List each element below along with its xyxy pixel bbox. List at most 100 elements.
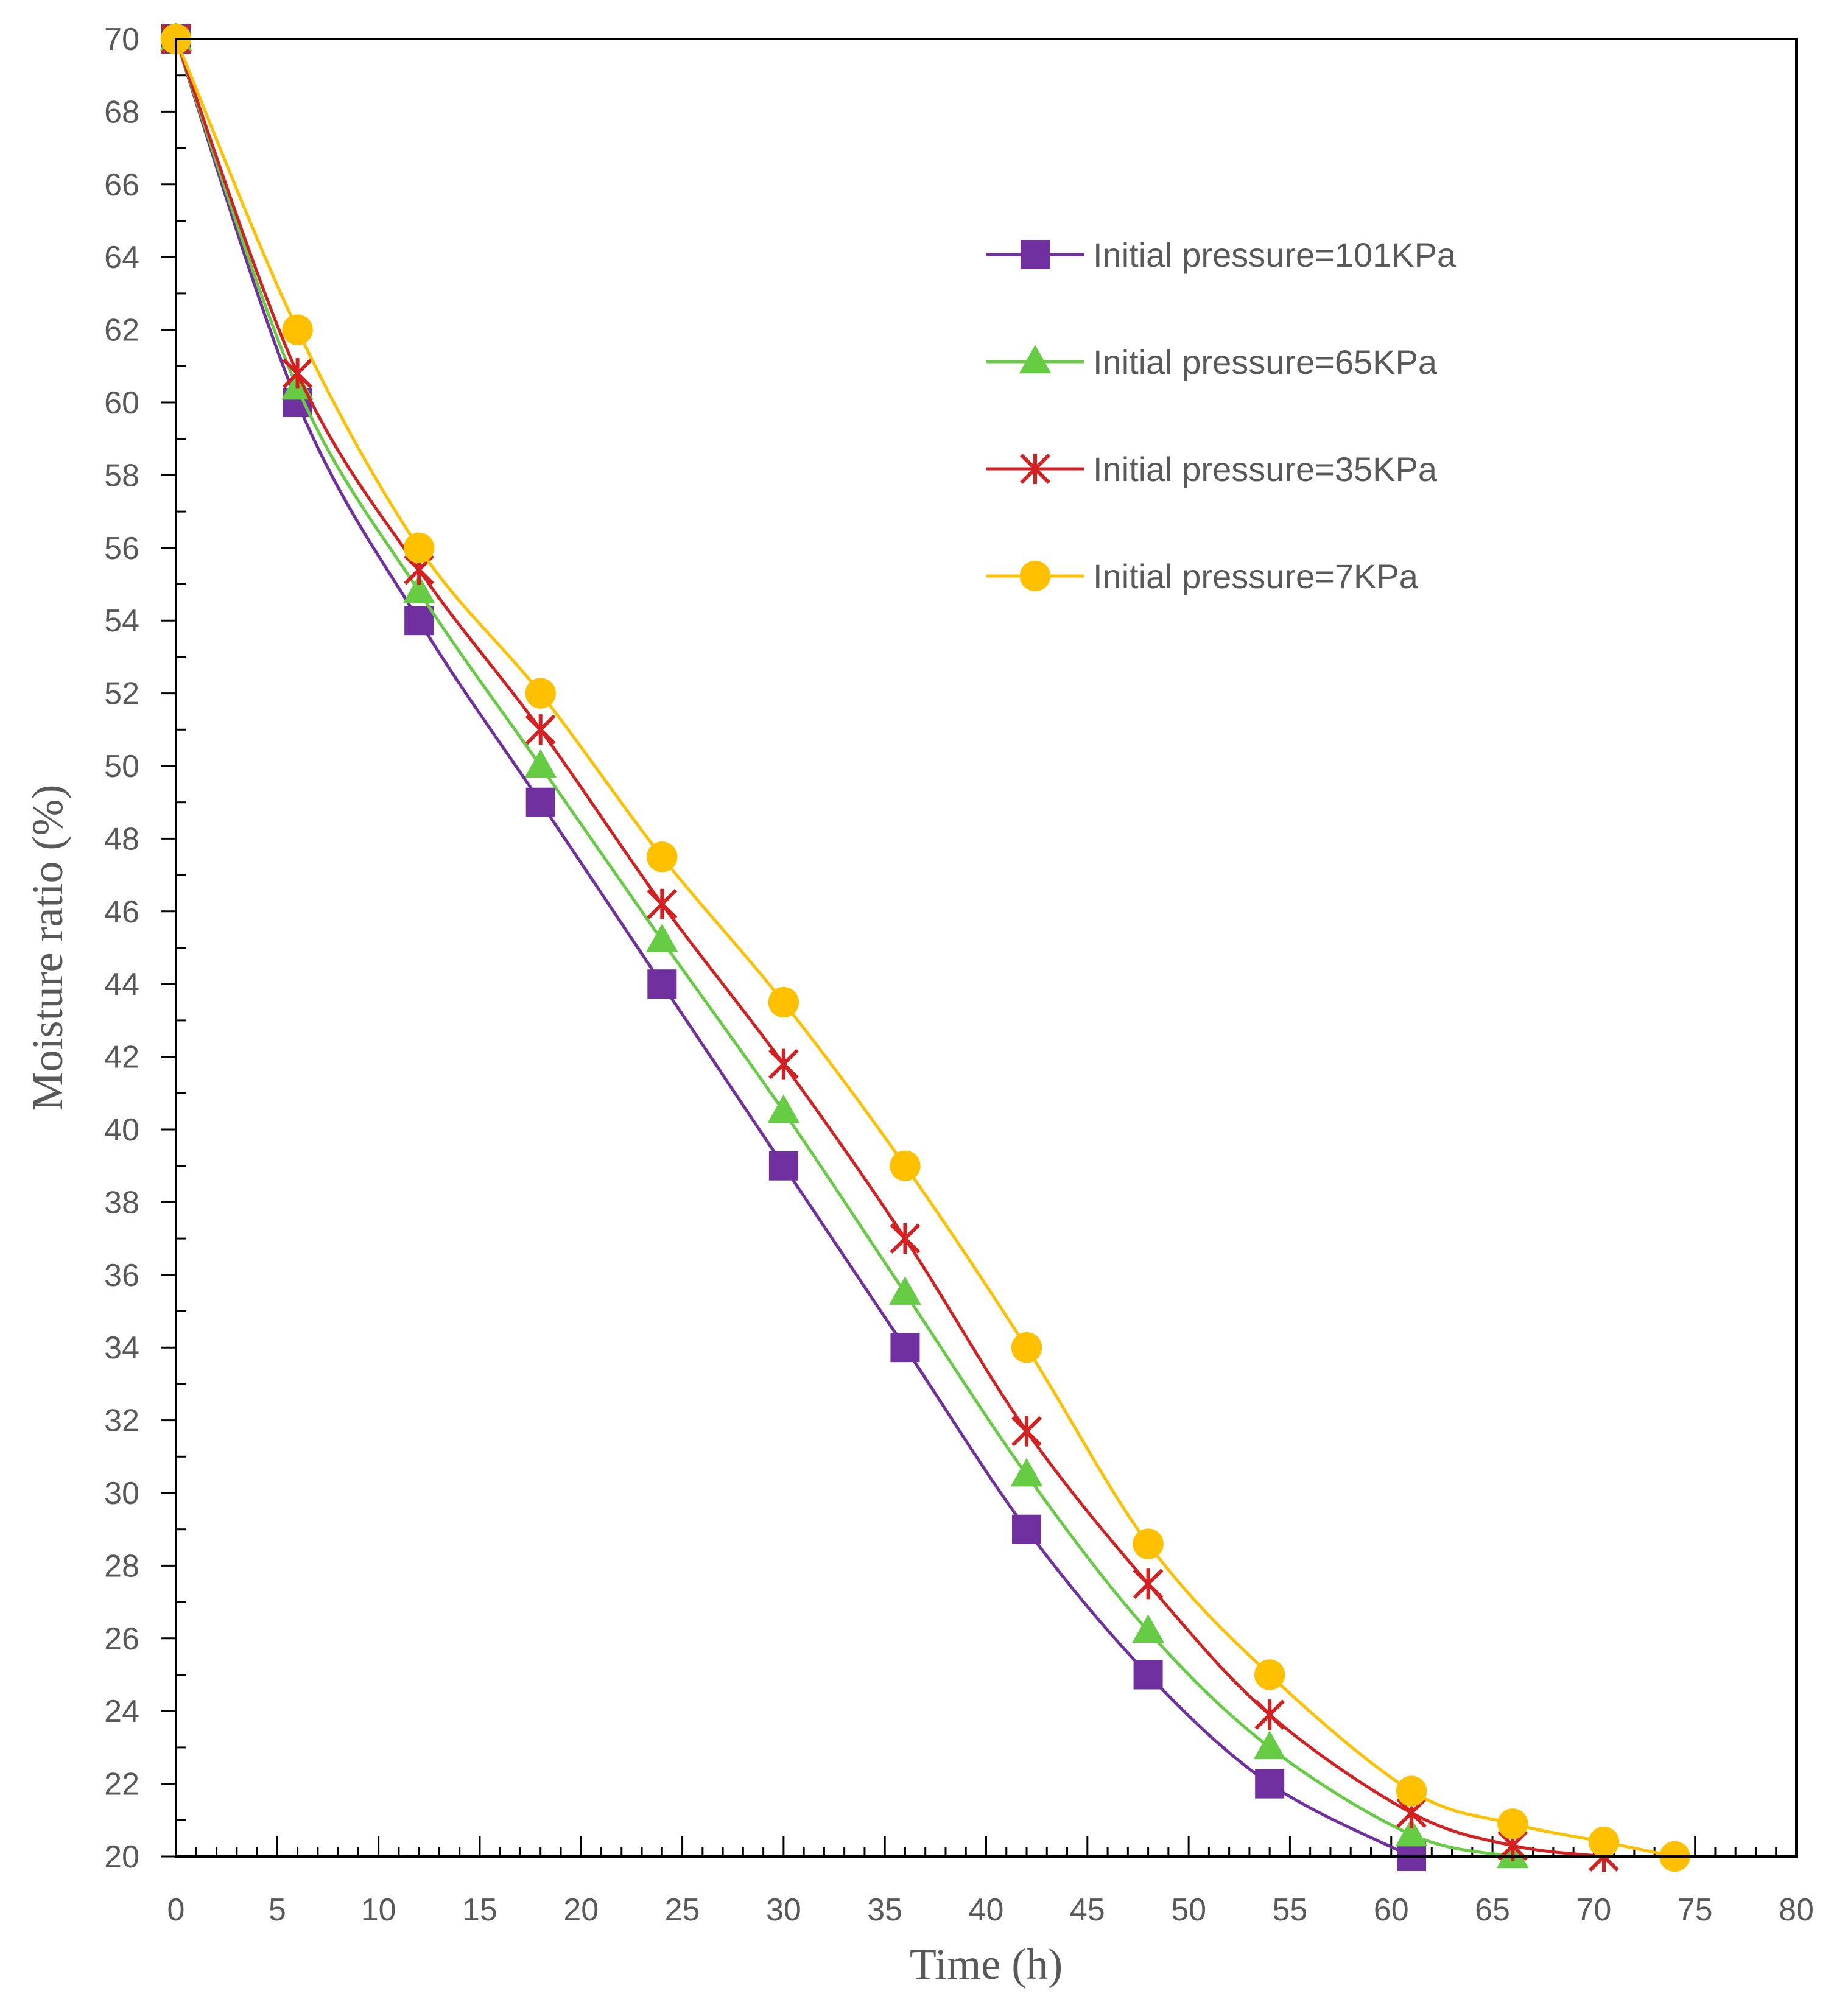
data-point (282, 358, 313, 389)
x-tick-label: 45 (1070, 1892, 1105, 1928)
data-point (767, 1094, 800, 1123)
data-point (1010, 1458, 1043, 1487)
y-tick-label: 56 (104, 531, 139, 566)
y-tick-label: 28 (104, 1548, 139, 1584)
data-point (1396, 1775, 1427, 1807)
x-tick-label: 25 (665, 1892, 700, 1928)
data-point (768, 1151, 798, 1181)
legend-marker (1019, 345, 1052, 374)
y-tick-label: 54 (104, 603, 139, 639)
y-axis-title: Moisture ratio (%) (23, 785, 72, 1111)
data-point (1254, 1659, 1285, 1690)
y-tick-label: 34 (104, 1330, 139, 1366)
data-point (1012, 1514, 1042, 1544)
legend-marker (1019, 560, 1051, 592)
series-line (174, 38, 1675, 1858)
data-point (404, 606, 434, 636)
data-point (525, 714, 556, 745)
x-tick-label: 40 (969, 1892, 1004, 1928)
data-point (402, 574, 435, 603)
y-tick-label: 52 (104, 676, 139, 712)
x-tick-label: 60 (1374, 1892, 1409, 1928)
data-point (890, 1223, 921, 1254)
y-tick-label: 24 (104, 1694, 139, 1729)
data-point (1255, 1769, 1285, 1799)
x-tick-label: 70 (1576, 1892, 1611, 1928)
series-line (174, 38, 1604, 1858)
y-tick-label: 38 (104, 1185, 139, 1220)
data-point (647, 888, 678, 919)
legend-label: Initial pressure=101KPa (1093, 236, 1457, 274)
x-tick-label: 50 (1171, 1892, 1206, 1928)
data-point (1011, 1416, 1042, 1447)
data-point (1253, 1730, 1286, 1760)
series-triangle (160, 22, 1529, 1869)
y-tick-label: 46 (104, 894, 139, 930)
data-point (1132, 1614, 1164, 1643)
series-layer (160, 22, 1690, 1872)
y-tick-label: 26 (104, 1621, 139, 1657)
data-point (768, 986, 800, 1018)
y-tick-label: 70 (104, 22, 139, 57)
y-tick-label: 64 (104, 240, 139, 275)
x-tick-label: 55 (1273, 1892, 1308, 1928)
x-tick-label: 80 (1779, 1892, 1814, 1928)
legend-item: Initial pressure=101KPa (986, 236, 1457, 274)
x-tick-label: 10 (361, 1892, 396, 1928)
series-star (161, 23, 1619, 1872)
y-tick-label: 58 (104, 458, 139, 493)
x-tick-label: 5 (269, 1892, 286, 1928)
y-tick-label: 32 (104, 1403, 139, 1439)
y-tick-label: 20 (104, 1839, 139, 1875)
x-tick-label: 30 (766, 1892, 801, 1928)
data-point (1497, 1808, 1528, 1839)
legend-item: Initial pressure=65KPa (986, 343, 1438, 381)
series-square (161, 24, 1427, 1871)
tick-labels: 0 5 10 15 20 25 30 35 40 45 50 55 60 65 70 75 80 20 22 24 26… (104, 22, 1814, 1928)
data-point (524, 749, 557, 778)
data-point (1011, 1332, 1042, 1363)
data-point (1133, 1568, 1164, 1600)
y-tick-label: 66 (104, 167, 139, 203)
y-tick-label: 40 (104, 1112, 139, 1148)
x-tick-label: 15 (462, 1892, 497, 1928)
data-point (647, 969, 677, 999)
legend: Initial pressure=101KPa Initial pressure=… (986, 236, 1457, 595)
legend-marker (1020, 453, 1050, 485)
y-tick-label: 42 (104, 1040, 139, 1075)
legend-item: Initial pressure=35KPa (986, 450, 1438, 488)
data-point (645, 923, 678, 952)
data-point (403, 532, 435, 563)
y-tick-label: 60 (104, 385, 139, 421)
y-tick-label: 62 (104, 313, 139, 348)
data-point (768, 1048, 799, 1080)
legend-label: Initial pressure=65KPa (1093, 343, 1438, 381)
data-point (525, 678, 556, 709)
legend-marker (1021, 240, 1050, 269)
series-line (174, 38, 1413, 1858)
x-tick-label: 75 (1678, 1892, 1713, 1928)
x-tick-label: 20 (563, 1892, 599, 1928)
data-point (1588, 1826, 1620, 1858)
data-point (890, 1150, 921, 1181)
legend-label: Initial pressure=35KPa (1093, 450, 1438, 488)
y-tick-label: 36 (104, 1258, 139, 1293)
data-point (1395, 1818, 1428, 1847)
x-tick-label: 65 (1475, 1892, 1510, 1928)
legend-label: Initial pressure=7KPa (1093, 557, 1419, 595)
y-tick-label: 48 (104, 821, 139, 857)
data-point (890, 1333, 920, 1363)
y-tick-label: 68 (104, 94, 139, 130)
x-axis-title: Time (h) (910, 1940, 1063, 1989)
series-line (174, 38, 1513, 1858)
data-point (1133, 1660, 1163, 1690)
y-tick-label: 30 (104, 1476, 139, 1511)
y-tick-label: 22 (104, 1767, 139, 1802)
legend-item: Initial pressure=7KPa (986, 557, 1419, 595)
data-point (647, 841, 678, 873)
x-tick-label: 35 (867, 1892, 902, 1928)
data-point (1254, 1699, 1285, 1730)
data-point (889, 1276, 921, 1305)
